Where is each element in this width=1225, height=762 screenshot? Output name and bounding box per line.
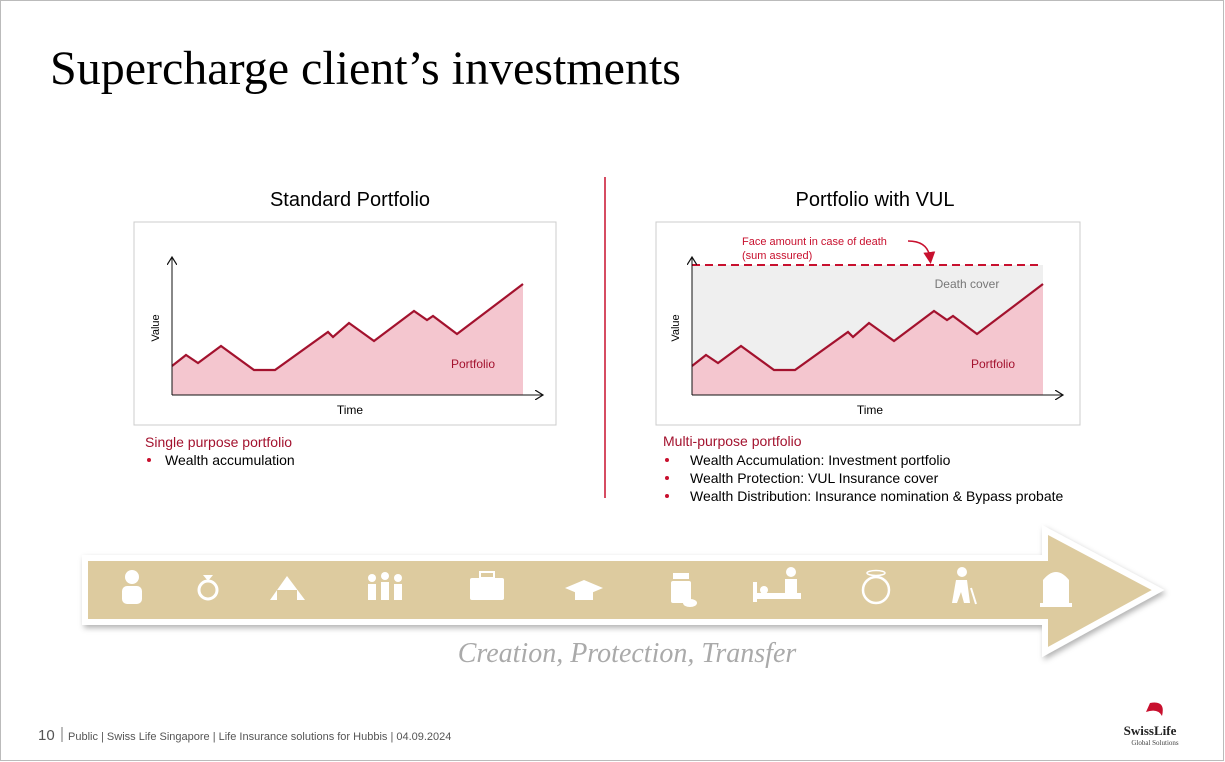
bullet — [665, 458, 669, 462]
page-number: 10 — [38, 727, 55, 744]
bullet — [665, 494, 669, 498]
title: Supercharge client’s investments — [50, 42, 681, 95]
annotation: (sum assured) — [742, 250, 812, 262]
footer-text: Public | Swiss Life Singapore | Life Ins… — [68, 731, 451, 743]
bullet-text: Wealth accumulation — [165, 452, 295, 468]
cover-label: Death cover — [935, 277, 1000, 291]
life-arrow — [82, 525, 1165, 658]
bullet — [665, 476, 669, 480]
annotation-arrow — [907, 240, 936, 264]
portfolio-area — [692, 284, 1043, 395]
bullet-text: Wealth Accumulation: Investment portfoli… — [690, 452, 951, 468]
bullet-text: Wealth Distribution: Insurance nominatio… — [690, 488, 1063, 504]
area-label: Portfolio — [451, 357, 495, 371]
bullet-text: Wealth Protection: VUL Insurance cover — [690, 470, 939, 486]
axis-label: Time — [857, 403, 884, 417]
axis-label: Time — [337, 403, 364, 417]
logo-tagline: Global Solutions — [1131, 739, 1179, 747]
area-label: Portfolio — [971, 357, 1015, 371]
portfolio-area — [172, 284, 523, 395]
axis-label: Value — [150, 314, 162, 341]
heading: Standard Portfolio — [270, 189, 430, 211]
subtitle: Single purpose portfolio — [145, 434, 292, 450]
bullet — [147, 458, 151, 462]
subtitle: Multi-purpose portfolio — [663, 433, 802, 449]
logo-name: SwissLife — [1124, 723, 1177, 738]
axis-label: Value — [670, 314, 682, 341]
logo-mark — [1146, 702, 1163, 716]
portfolio-line — [691, 283, 1044, 372]
annotation: Face amount in case of death — [742, 236, 887, 248]
heading: Portfolio with VUL — [796, 189, 955, 211]
portfolio-line — [171, 283, 524, 372]
arrow-caption: Creation, Protection, Transfer — [458, 638, 797, 669]
life-icons — [122, 567, 1072, 607]
